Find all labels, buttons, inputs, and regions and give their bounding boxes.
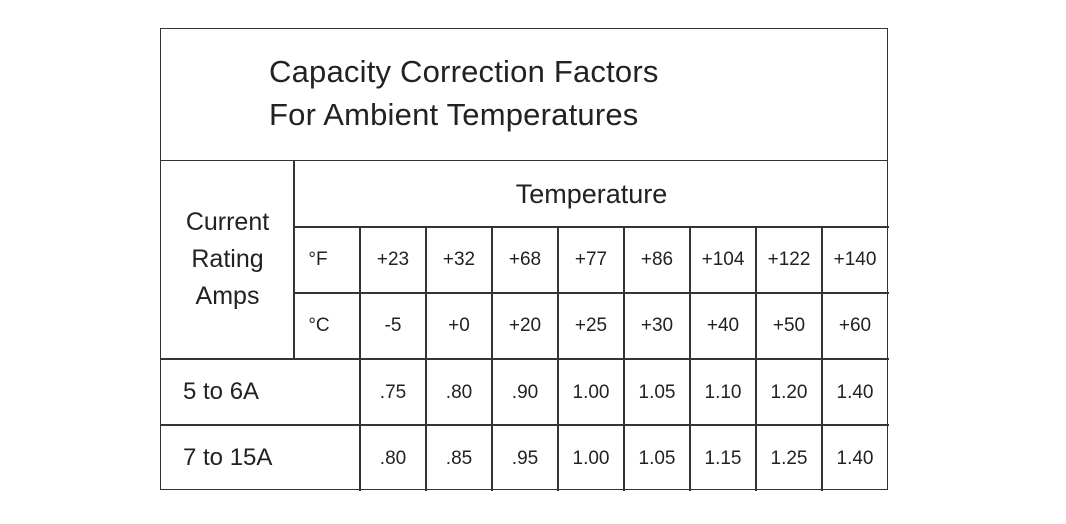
row-label-current: 5 to 6A [183,378,260,405]
divider-header-body [161,358,889,360]
row-header-line-1: Current [185,208,270,236]
correction-factor-value: .80 [379,448,407,469]
table-title-line-2: For Ambient Temperatures [269,97,639,132]
divider-body-rows [161,424,889,426]
row-header-line-2: Rating [191,245,264,273]
fahrenheit-value: +32 [442,249,476,270]
correction-factor-value: 1.05 [638,448,676,469]
divider-vertical-body-7 [755,359,757,491]
divider-vertical-temp-5 [623,227,625,359]
celsius-unit-label: °C [308,315,330,336]
fahrenheit-value: +77 [574,249,608,270]
divider-vertical-temp-7 [755,227,757,359]
correction-factor-table: Capacity Correction Factors For Ambient … [160,28,889,491]
correction-factor-value: 1.00 [572,448,610,469]
fahrenheit-value: +86 [640,249,674,270]
table-title-line-1: Capacity Correction Factors [269,54,659,89]
row-label-current: 7 to 15A [183,444,273,471]
celsius-value: +20 [508,315,542,336]
celsius-value: +40 [706,315,740,336]
correction-factor-value: 1.00 [572,382,610,403]
row-header-line-3: Amps [195,282,260,310]
celsius-value: -5 [384,315,402,336]
correction-factor-value: .80 [445,382,473,403]
celsius-value: +30 [640,315,674,336]
correction-factor-value: 1.25 [770,448,808,469]
divider-vertical-body-2 [425,359,427,491]
divider-vertical-body-5 [623,359,625,491]
divider-vertical-temp-6 [689,227,691,359]
celsius-value: +0 [448,315,470,336]
correction-factor-value: 1.40 [836,448,874,469]
correction-factor-value: .95 [511,448,539,469]
divider-vertical-temp-8 [821,227,823,359]
fahrenheit-value: +68 [508,249,542,270]
correction-factor-value: 1.10 [704,382,742,403]
correction-factor-value: 1.15 [704,448,742,469]
divider-vertical-body-8 [821,359,823,491]
correction-factor-value: .90 [511,382,539,403]
celsius-value: +25 [574,315,608,336]
divider-vertical-temp-4 [557,227,559,359]
correction-factor-value: 1.40 [836,382,874,403]
fahrenheit-value: +140 [833,249,877,270]
correction-factor-value: .75 [379,382,407,403]
divider-vertical-body-6 [689,359,691,491]
divider-vertical-header [293,161,295,359]
divider-under-temperature [294,226,889,228]
divider-vertical-body-4 [557,359,559,491]
correction-factor-value: .85 [445,448,473,469]
table-title-box: Capacity Correction Factors For Ambient … [161,29,887,161]
divider-vertical-temp-1 [359,227,361,359]
celsius-value: +50 [772,315,806,336]
correction-factor-value: 1.20 [770,382,808,403]
fahrenheit-value: +122 [767,249,811,270]
divider-vertical-temp-2 [425,227,427,359]
current-rating-header: Current Rating Amps [161,204,294,315]
fahrenheit-unit-label: °F [308,249,328,270]
divider-vertical-body-3 [491,359,493,491]
divider-vertical-body-1 [359,359,361,491]
divider-f-c [294,292,889,294]
celsius-value: +60 [838,315,872,336]
fahrenheit-value: +23 [376,249,410,270]
divider-vertical-temp-3 [491,227,493,359]
temperature-header: Temperature [515,179,668,209]
fahrenheit-value: +104 [701,249,745,270]
correction-factor-value: 1.05 [638,382,676,403]
